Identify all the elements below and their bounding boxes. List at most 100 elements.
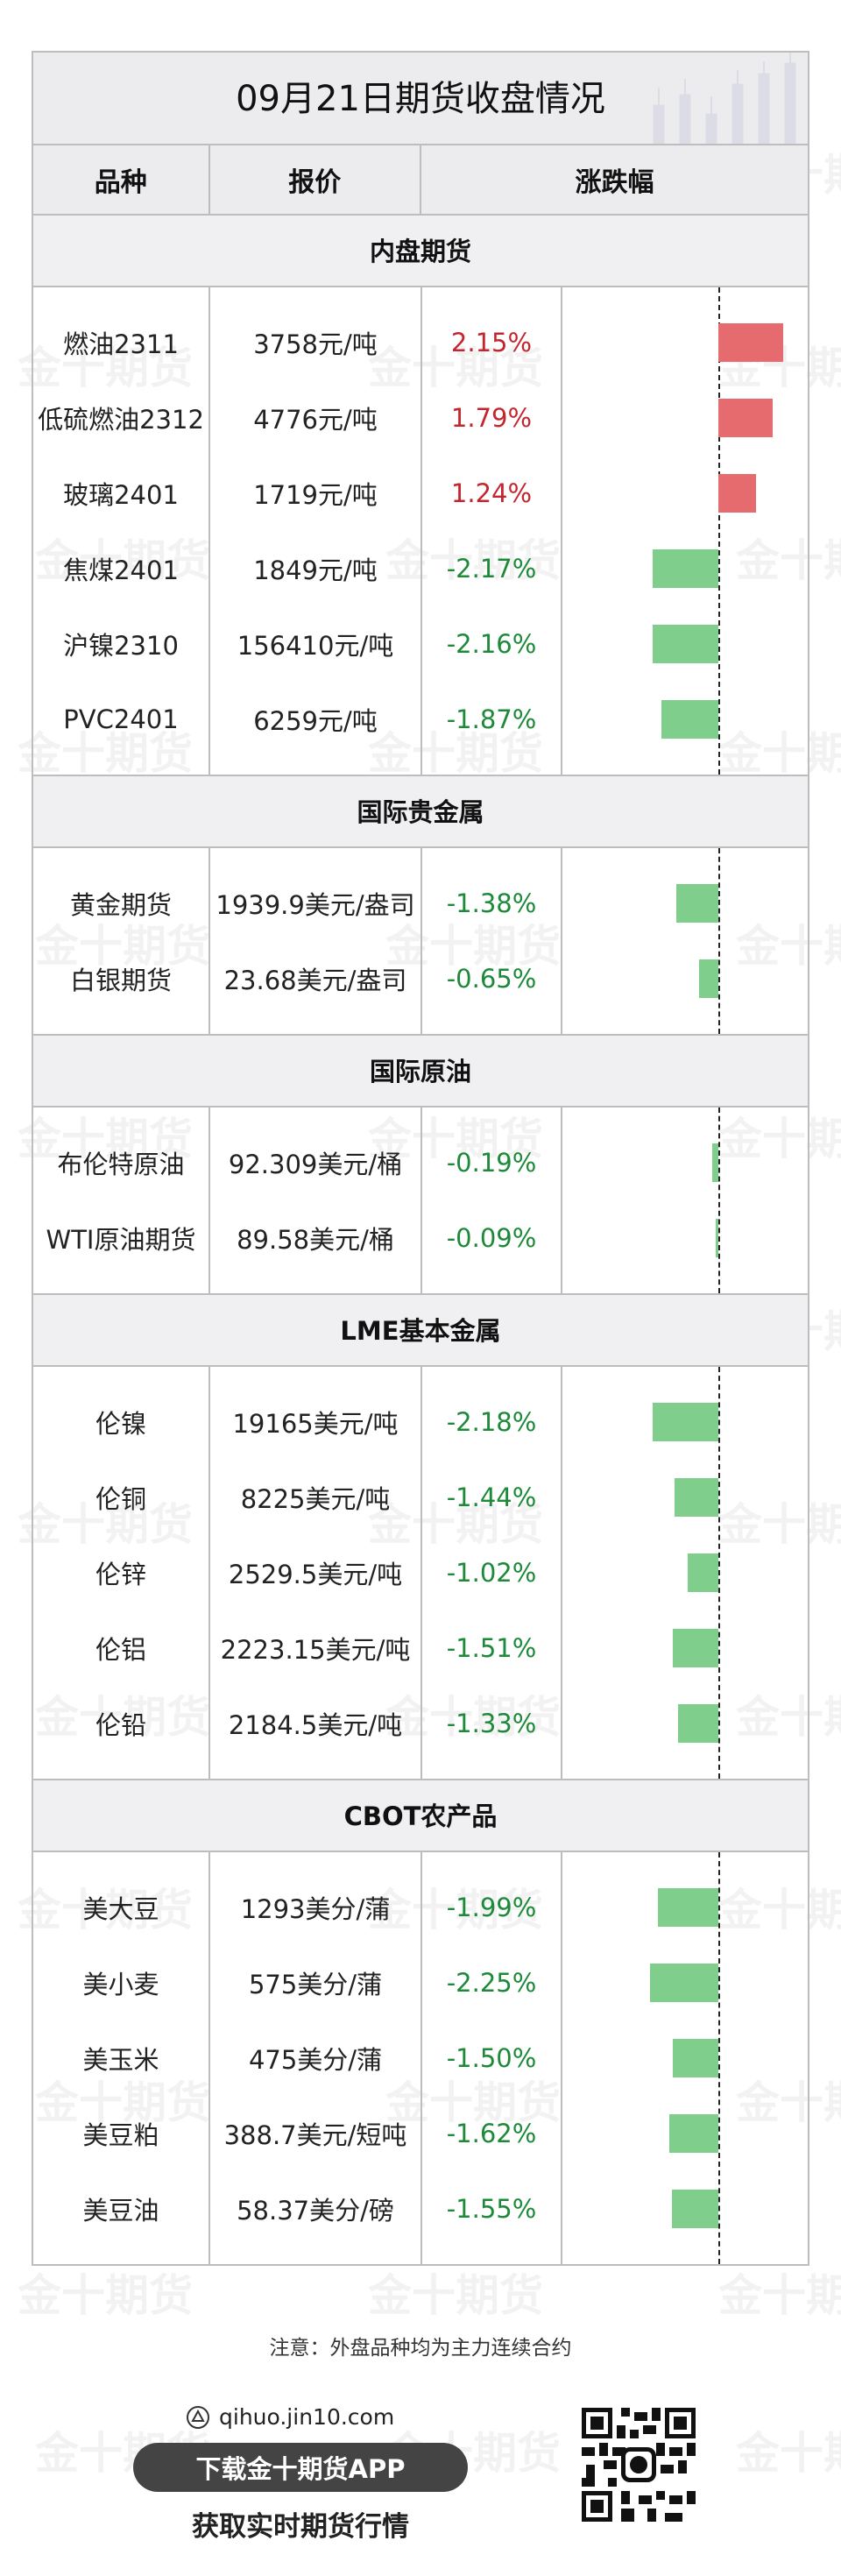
column-name: 美大豆美小麦美玉米美豆粕美豆油 — [33, 1852, 210, 2264]
column-chg: -2.18% -1.44% -1.02% -1.51% -1.33% — [422, 1367, 562, 1779]
column-bar — [562, 287, 808, 775]
change-bar — [652, 1403, 718, 1441]
row-price: 92.309美元/桶 — [228, 1150, 403, 1179]
row-price: 89.58美元/桶 — [237, 1225, 394, 1255]
site-link[interactable]: qihuo.jin10.com — [186, 2404, 394, 2430]
change-bar — [650, 1964, 718, 2002]
zero-axis-line — [718, 848, 720, 1034]
candlestick-decoration-icon — [653, 53, 796, 144]
row-price: 156410元/吨 — [237, 631, 394, 661]
column-name: 布伦特原油 WTI原油期货 — [33, 1108, 210, 1293]
column-price: 1293美分/蒲 575美分/蒲 475美分/蒲 388.7美元/短吨 58.37美分/… — [210, 1852, 422, 2264]
header-name: 品种 — [33, 145, 210, 214]
column-chg: -1.99% -2.25% -1.50% -1.62% -1.55% — [422, 1852, 562, 2264]
change-bar — [678, 1704, 718, 1743]
column-chg: -1.38% -0.65% — [422, 848, 562, 1034]
row-name: 伦铅 — [95, 1710, 146, 1740]
row-change: -2.16% — [446, 629, 537, 659]
futures-table: 09月21日期货收盘情况 品种 报价 涨跌幅 内盘期货 燃油2311 低硫燃油231… — [32, 51, 809, 2266]
row-change: -1.87% — [446, 704, 537, 734]
row-name: 美玉米 — [82, 2045, 159, 2075]
row-change: -1.99% — [446, 1893, 537, 1922]
row-price: 4776元/吨 — [253, 405, 378, 435]
row-price: 475美分/蒲 — [248, 2045, 383, 2075]
row-name: 伦锌 — [95, 1560, 146, 1589]
column-bar — [562, 1852, 808, 2264]
section-title: LME基本金属 — [33, 1295, 808, 1367]
change-bar — [672, 1629, 718, 1667]
row-name: WTI原油期货 — [46, 1225, 196, 1255]
title-bar: 09月21日期货收盘情况 — [33, 53, 808, 145]
footnote: 注意：外盘品种均为主力连续合约 — [269, 2337, 572, 2360]
section-title: 国际原油 — [33, 1036, 808, 1108]
zero-axis-line — [718, 1108, 720, 1293]
row-change: -1.51% — [446, 1633, 537, 1663]
change-bar — [698, 959, 718, 998]
change-bar — [658, 1888, 718, 1927]
row-name: 伦铝 — [95, 1635, 146, 1665]
row-change: -2.17% — [446, 554, 537, 584]
row-name: 美小麦 — [82, 1970, 159, 1999]
column-price: 92.309美元/桶 89.58美元/桶 — [210, 1108, 422, 1293]
row-name: 美豆粕 — [82, 2120, 159, 2150]
row-name: 美大豆 — [82, 1894, 159, 1924]
change-bar — [653, 625, 718, 663]
column-price: 1939.9美元/盎司 23.68美元/盎司 — [210, 848, 422, 1034]
table-header: 品种 报价 涨跌幅 — [33, 145, 808, 216]
row-price: 575美分/蒲 — [248, 1970, 383, 1999]
change-bar — [661, 700, 718, 739]
row-price: 8225美元/吨 — [240, 1484, 391, 1514]
row-change: -1.44% — [446, 1483, 537, 1512]
row-name: 美豆油 — [82, 2196, 159, 2226]
change-bar — [715, 1219, 718, 1257]
watermark-text: 金十期货 — [368, 2270, 543, 2321]
row-change: -1.02% — [446, 1558, 537, 1588]
column-bar — [562, 848, 808, 1034]
column-name: 燃油2311 低硫燃油2312 玻璃2401 焦煤2401 沪镍2310 PVC2401 — [33, 287, 210, 775]
change-bar — [671, 2190, 718, 2228]
header-change: 涨跌幅 — [575, 167, 654, 198]
row-change: 1.24% — [450, 478, 533, 508]
row-change: -1.50% — [446, 2043, 537, 2073]
column-name: 黄金期货 白银期货 — [33, 848, 210, 1034]
row-name: 焦煤2401 — [63, 556, 179, 585]
row-name: PVC2401 — [63, 704, 179, 734]
row-price: 19165美元/吨 — [232, 1409, 399, 1439]
change-bar — [676, 884, 718, 923]
row-change: -1.38% — [446, 888, 537, 918]
row-change: -2.25% — [446, 1968, 537, 1998]
section-title: 内盘期货 — [33, 216, 808, 287]
change-bar — [718, 474, 756, 513]
watermark-text: 金十期货 — [718, 2270, 841, 2321]
row-name: 沪镍2310 — [63, 631, 179, 661]
watermark-row: 金十期货 金十期货 金十期货 — [0, 2261, 841, 2321]
change-bar — [669, 2114, 718, 2153]
row-price: 23.68美元/盎司 — [223, 966, 407, 995]
row-price: 6259元/吨 — [253, 706, 378, 736]
zero-axis-line — [718, 287, 720, 775]
row-price: 3758元/吨 — [253, 329, 378, 359]
row-change: 2.15% — [450, 328, 533, 357]
site-url: qihuo.jin10.com — [219, 2404, 395, 2430]
row-change: -1.62% — [446, 2119, 537, 2148]
column-price: 19165美元/吨 8225美元/吨 2529.5美元/吨 2223.15美元/吨 21… — [210, 1367, 422, 1779]
row-change: -2.18% — [446, 1407, 537, 1437]
row-name: 玻璃2401 — [63, 480, 179, 510]
column-chg: 2.15% 1.79% 1.24% -2.17% -2.16% -1.87% — [422, 287, 562, 775]
row-change: -0.19% — [446, 1148, 537, 1178]
section-body: 美大豆 美小麦 美玉米 美豆粕 美豆油 1293美分/蒲 575美分/蒲 475美分/蒲 388… — [33, 1852, 808, 2264]
column-chg: -0.19% -0.09% — [422, 1108, 562, 1293]
change-bar — [712, 1143, 718, 1182]
section-body: 燃油2311 低硫燃油2312 玻璃2401 焦煤2401 沪镍2310 PVC2401 3… — [33, 287, 808, 776]
row-change: -0.65% — [446, 964, 537, 994]
footer-tagline: 获取实时期货行情 — [192, 2511, 409, 2543]
download-app-button[interactable]: 下载金十期货APP — [133, 2443, 468, 2492]
change-bar — [687, 1553, 718, 1592]
row-name: 燃油2311 — [63, 329, 179, 359]
footer: qihuo.jin10.com 下载金十期货APP 获取实时期货行情 — [0, 2383, 841, 2576]
row-name: 伦镍 — [95, 1409, 146, 1439]
column-name: 伦镍伦铜伦锌伦铝伦铅 — [33, 1367, 210, 1779]
change-bar — [675, 1478, 718, 1517]
change-bar — [653, 549, 718, 588]
row-name: 伦铜 — [95, 1484, 146, 1514]
